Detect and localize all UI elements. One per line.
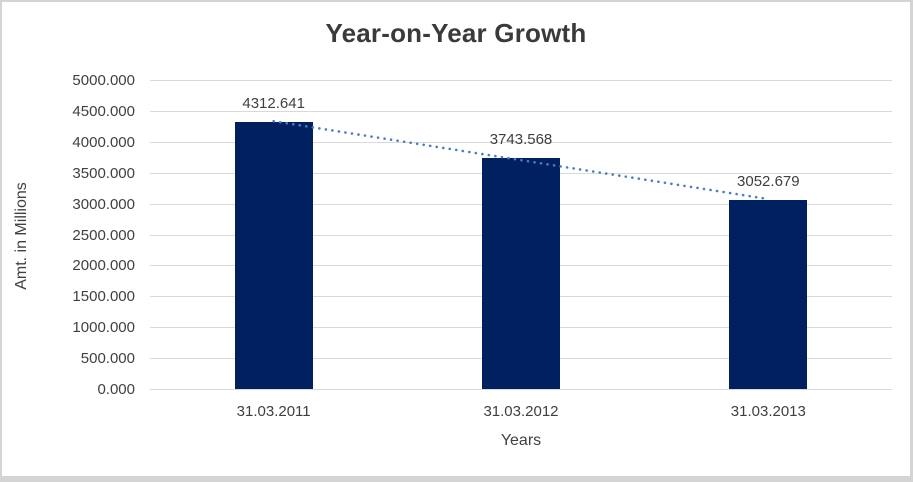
gridline [150,141,892,143]
y-tick-label: 2000.000 [72,257,135,275]
y-tick-label: 5000.000 [72,72,135,89]
gridline [150,80,892,81]
y-tick-label: 500.000 [80,350,135,368]
bar-31.03.2011 [234,122,313,389]
y-tick-label: 4500.000 [72,102,135,120]
y-tick-label: 1000.000 [72,319,135,337]
gridline [150,110,892,112]
bar-31.03.2012 [482,157,560,389]
y-tick-label: 0.000 [97,381,135,398]
y-tick-label: 1500.000 [72,288,135,306]
y-axis-tick-labels: 0.000 500.000 1000.000 1500.000 2000.000 2500… [2,72,135,398]
chart-title: Year-on-Year Growth [325,18,587,48]
x-tick-label: 31.03.2012 [483,403,559,420]
y-tick-label: 3000.000 [72,195,135,213]
gridline [150,389,892,390]
x-axis-tick-labels: 31.03.2011 31.03.2012 31.03.2013 [150,403,892,423]
plot-area: 4312.641 3743.568 3052.679 [150,80,892,390]
trendline [272,119,770,201]
bar-data-label: 3052.679 [737,173,800,191]
y-tick-label: 3500.000 [72,164,135,182]
x-axis-title: Years [500,432,542,449]
x-tick-label: 31.03.2013 [730,403,806,420]
y-tick-label: 2500.000 [72,226,135,244]
bar-data-label: 4312.641 [242,95,305,113]
bar-data-label: 3743.568 [489,130,553,148]
bar-31.03.2013 [729,200,808,389]
y-tick-label: 4000.000 [72,133,135,151]
x-tick-label: 31.03.2011 [236,403,311,420]
